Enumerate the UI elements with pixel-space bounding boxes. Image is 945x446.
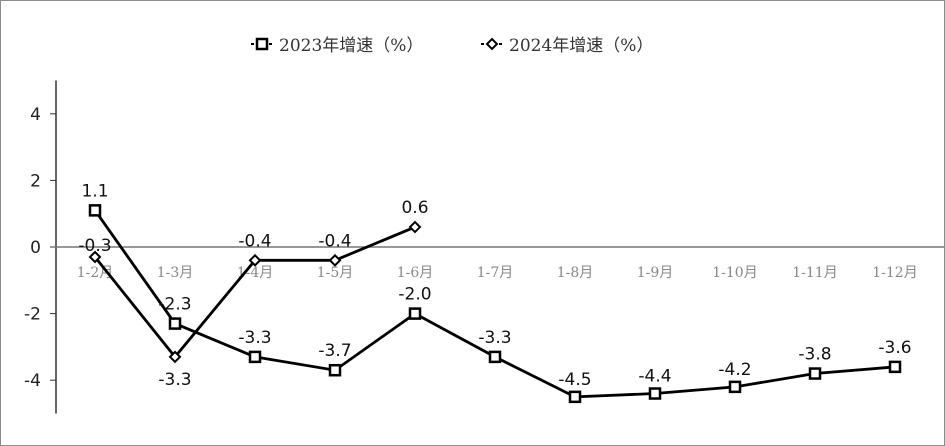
- x-tick-label: 1-7月: [477, 265, 514, 281]
- data-label: -2.3: [158, 295, 191, 315]
- data-point-square: [888, 360, 902, 374]
- data-label: -4.5: [558, 370, 591, 390]
- x-tick-label: 1-6月: [397, 265, 434, 281]
- data-point-square: [88, 204, 102, 217]
- data-label: -0.4: [318, 231, 351, 251]
- data-point-square: [648, 387, 662, 400]
- x-tick-label: 1-11月: [792, 265, 837, 281]
- data-label: -3.8: [798, 345, 831, 365]
- data-label: -4.4: [638, 367, 671, 387]
- y-tick-label: 0: [30, 238, 41, 258]
- data-point-square: [248, 350, 262, 364]
- y-tick-label: -4: [24, 371, 41, 391]
- data-label: -3.3: [238, 328, 271, 348]
- legend-square-icon: [255, 37, 269, 51]
- x-tick-label: 1-8月: [557, 265, 594, 281]
- data-point-diamond: [168, 350, 182, 364]
- data-label: -3.7: [318, 341, 351, 361]
- y-tick-label: 2: [30, 171, 41, 191]
- data-point-square: [488, 350, 502, 364]
- y-tick-label: 4: [30, 105, 41, 125]
- data-point-diamond: [248, 253, 262, 267]
- data-point-square: [808, 367, 822, 380]
- x-tick-label: 1-4月: [237, 265, 274, 281]
- data-point-diamond: [328, 253, 342, 267]
- data-label: -3.3: [158, 370, 191, 390]
- legend-label: 2023年增速（%）: [279, 36, 423, 56]
- x-tick-label: 1-3月: [157, 265, 194, 281]
- data-point-square: [408, 307, 422, 320]
- x-tick-label: 1-5月: [317, 265, 354, 281]
- data-label: 1.1: [81, 181, 108, 201]
- data-point-square: [568, 390, 582, 404]
- data-point-diamond: [88, 250, 102, 264]
- data-label: 0.6: [401, 198, 428, 218]
- x-tick-label: 1-9月: [637, 265, 674, 281]
- series-line-0: [93, 209, 896, 399]
- legend-diamond-icon: [485, 37, 499, 51]
- data-label: -3.6: [878, 338, 911, 358]
- legend-label: 2024年增速（%）: [509, 36, 653, 56]
- data-point-square: [168, 317, 182, 330]
- data-point-square: [728, 380, 742, 394]
- data-point-square: [328, 363, 342, 377]
- data-label: -0.4: [238, 231, 271, 251]
- data-label: -4.2: [718, 360, 751, 380]
- y-tick-label: -2: [24, 305, 41, 325]
- data-label: -0.3: [78, 236, 111, 256]
- x-tick-label: 1-10月: [712, 265, 757, 281]
- data-label: -2.0: [398, 285, 431, 305]
- data-label: -3.3: [478, 328, 511, 348]
- x-tick-label: 1-12月: [872, 265, 917, 281]
- data-point-diamond: [408, 220, 422, 234]
